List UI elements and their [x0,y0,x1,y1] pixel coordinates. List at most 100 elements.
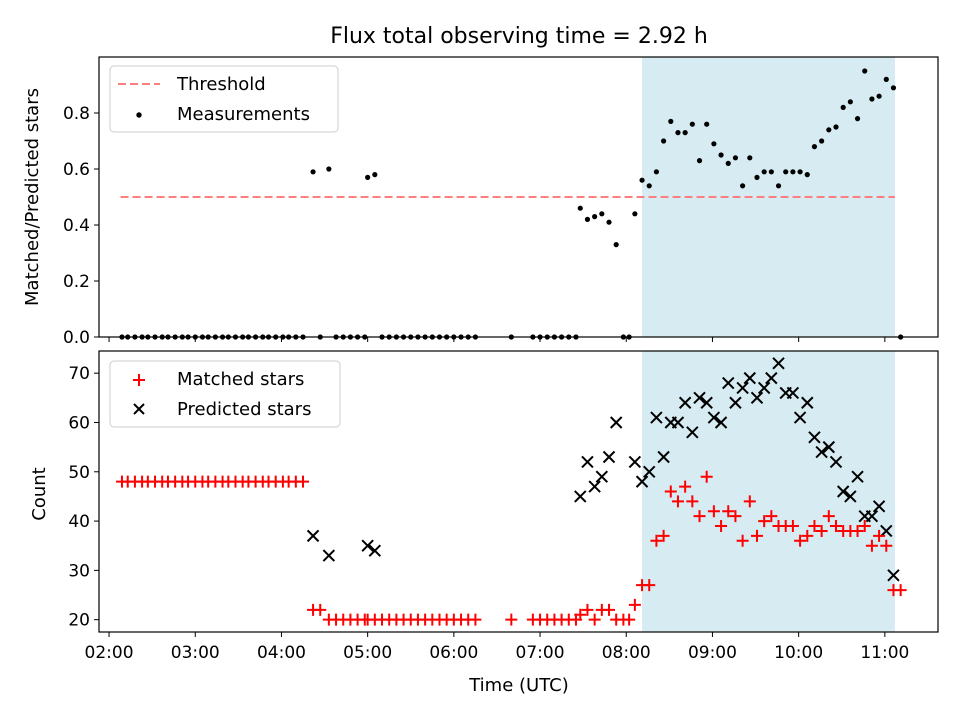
predicted-star-marker [786,386,800,400]
predicted-star-marker [743,371,757,385]
matched-star-marker [722,505,735,518]
bottom-y-tick-label: 40 [68,512,90,532]
matched-star-marker [643,579,656,592]
predicted-star-marker [650,411,663,424]
matched-star-marker [623,613,636,626]
measurement-point [599,211,605,217]
matched-star-marker [822,510,835,523]
measurement-point [862,68,868,74]
predicted-star-marker [865,509,879,523]
matched-star-marker [750,529,763,542]
measurements-legend-label: Measurements [177,104,310,125]
measurement-point [732,155,739,161]
bottom-panel: 20 30 40 50 60 70 02:00 03:00 04:00 05:00 06:00 07… [29,350,939,696]
matched-star-marker [650,534,663,547]
predicted-stars-points [306,357,900,582]
measurements-legend-swatch [136,112,142,118]
top-legend: Threshold Measurements [109,65,339,133]
matched-star-marker [693,510,706,523]
predicted-star-marker [700,396,713,409]
measurement-point [365,174,371,180]
matched-star-marker [880,539,893,552]
top-y-tick-label: 0.6 [63,160,90,180]
predicted-star-marker [801,396,814,409]
predicted-star-marker [588,480,601,493]
top-y-tick-label: 0.0 [63,328,90,348]
matched-star-marker [581,603,594,616]
top-x-ticks [108,337,886,342]
predicted-star-marker [609,416,623,429]
measurement-point [847,99,853,105]
matched-star-marker [786,520,799,533]
x-tick-label: 07:00 [516,643,565,663]
x-tick-label: 08:00 [602,643,651,663]
predicted-legend-label: Predicted stars [177,399,311,420]
predicted-star-marker [851,470,864,483]
measurement-point [747,155,753,161]
measurement-point [639,177,645,183]
measurement-point [740,183,746,189]
x-tick-label: 11:00 [860,643,909,663]
predicted-star-marker [574,490,587,503]
matched-star-marker [743,495,756,508]
measurement-point [592,214,598,220]
predicted-star-marker [844,490,857,503]
predicted-star-marker [306,529,320,543]
predicted-star-marker [322,549,336,562]
predicted-star-marker [368,544,382,557]
bottom-axes-frame [98,350,939,633]
matched-star-marker [858,520,871,533]
top-y-axis-label: Matched/Predicted stars [22,88,43,306]
predicted-star-marker [714,416,728,429]
predicted-star-marker [643,465,656,478]
predicted-star-marker [872,500,886,513]
predicted-star-marker [772,357,785,370]
measurement-point [682,130,688,136]
predicted-star-marker [736,381,749,395]
matched-stars-points [115,470,907,626]
x-tick-label: 09:00 [688,643,737,663]
bottom-y-tick-label: 60 [68,413,90,433]
measurement-point [310,169,316,175]
threshold-legend-label: Threshold [176,74,266,95]
top-y-tick-label: 0.4 [63,216,90,236]
predicted-star-marker [793,411,807,424]
measurement-point [768,169,774,175]
matched-star-marker [505,613,518,626]
bottom-legend-box [109,360,341,428]
top-panel: 0.00.20.40.60.8 Matched/Predicted stars … [22,56,939,348]
measurement-point [854,116,861,122]
matched-star-marker [700,470,713,483]
measurement-point [613,242,619,248]
measurement-point [833,124,839,130]
predicted-star-marker [822,440,836,454]
top-y-tick-label: 0.2 [63,272,90,292]
matched-star-marker [686,495,699,508]
matched-star-marker [707,505,720,518]
matched-star-marker [758,515,771,528]
x-tick-label: 10:00 [774,643,823,663]
x-tick-label: 02:00 [85,643,134,663]
matched-star-marker [794,534,807,547]
measurement-point [606,219,612,225]
predicted-star-marker [750,391,764,405]
predicted-star-marker [657,450,670,464]
matched-star-marker [894,584,907,597]
top-legend-box [109,65,339,133]
matched-star-marker [715,520,728,533]
matched-star-marker [297,475,310,488]
measurement-point [646,183,652,189]
matched-star-marker [603,603,616,616]
measurement-point [804,172,810,178]
x-tick-label: 04:00 [257,643,306,663]
x-tick-label: 03:00 [171,643,220,663]
matched-star-marker [628,598,641,611]
bottom-legend: Matched stars Predicted stars [109,360,341,428]
matched-star-marker [671,495,684,508]
matched-star-marker [815,524,828,537]
measurement-point [326,166,332,172]
bottom-y-tick-label: 20 [68,611,90,631]
predicted-star-marker [581,455,594,469]
bottom-y-tick-label: 70 [68,364,90,384]
predicted-star-marker [628,455,642,469]
